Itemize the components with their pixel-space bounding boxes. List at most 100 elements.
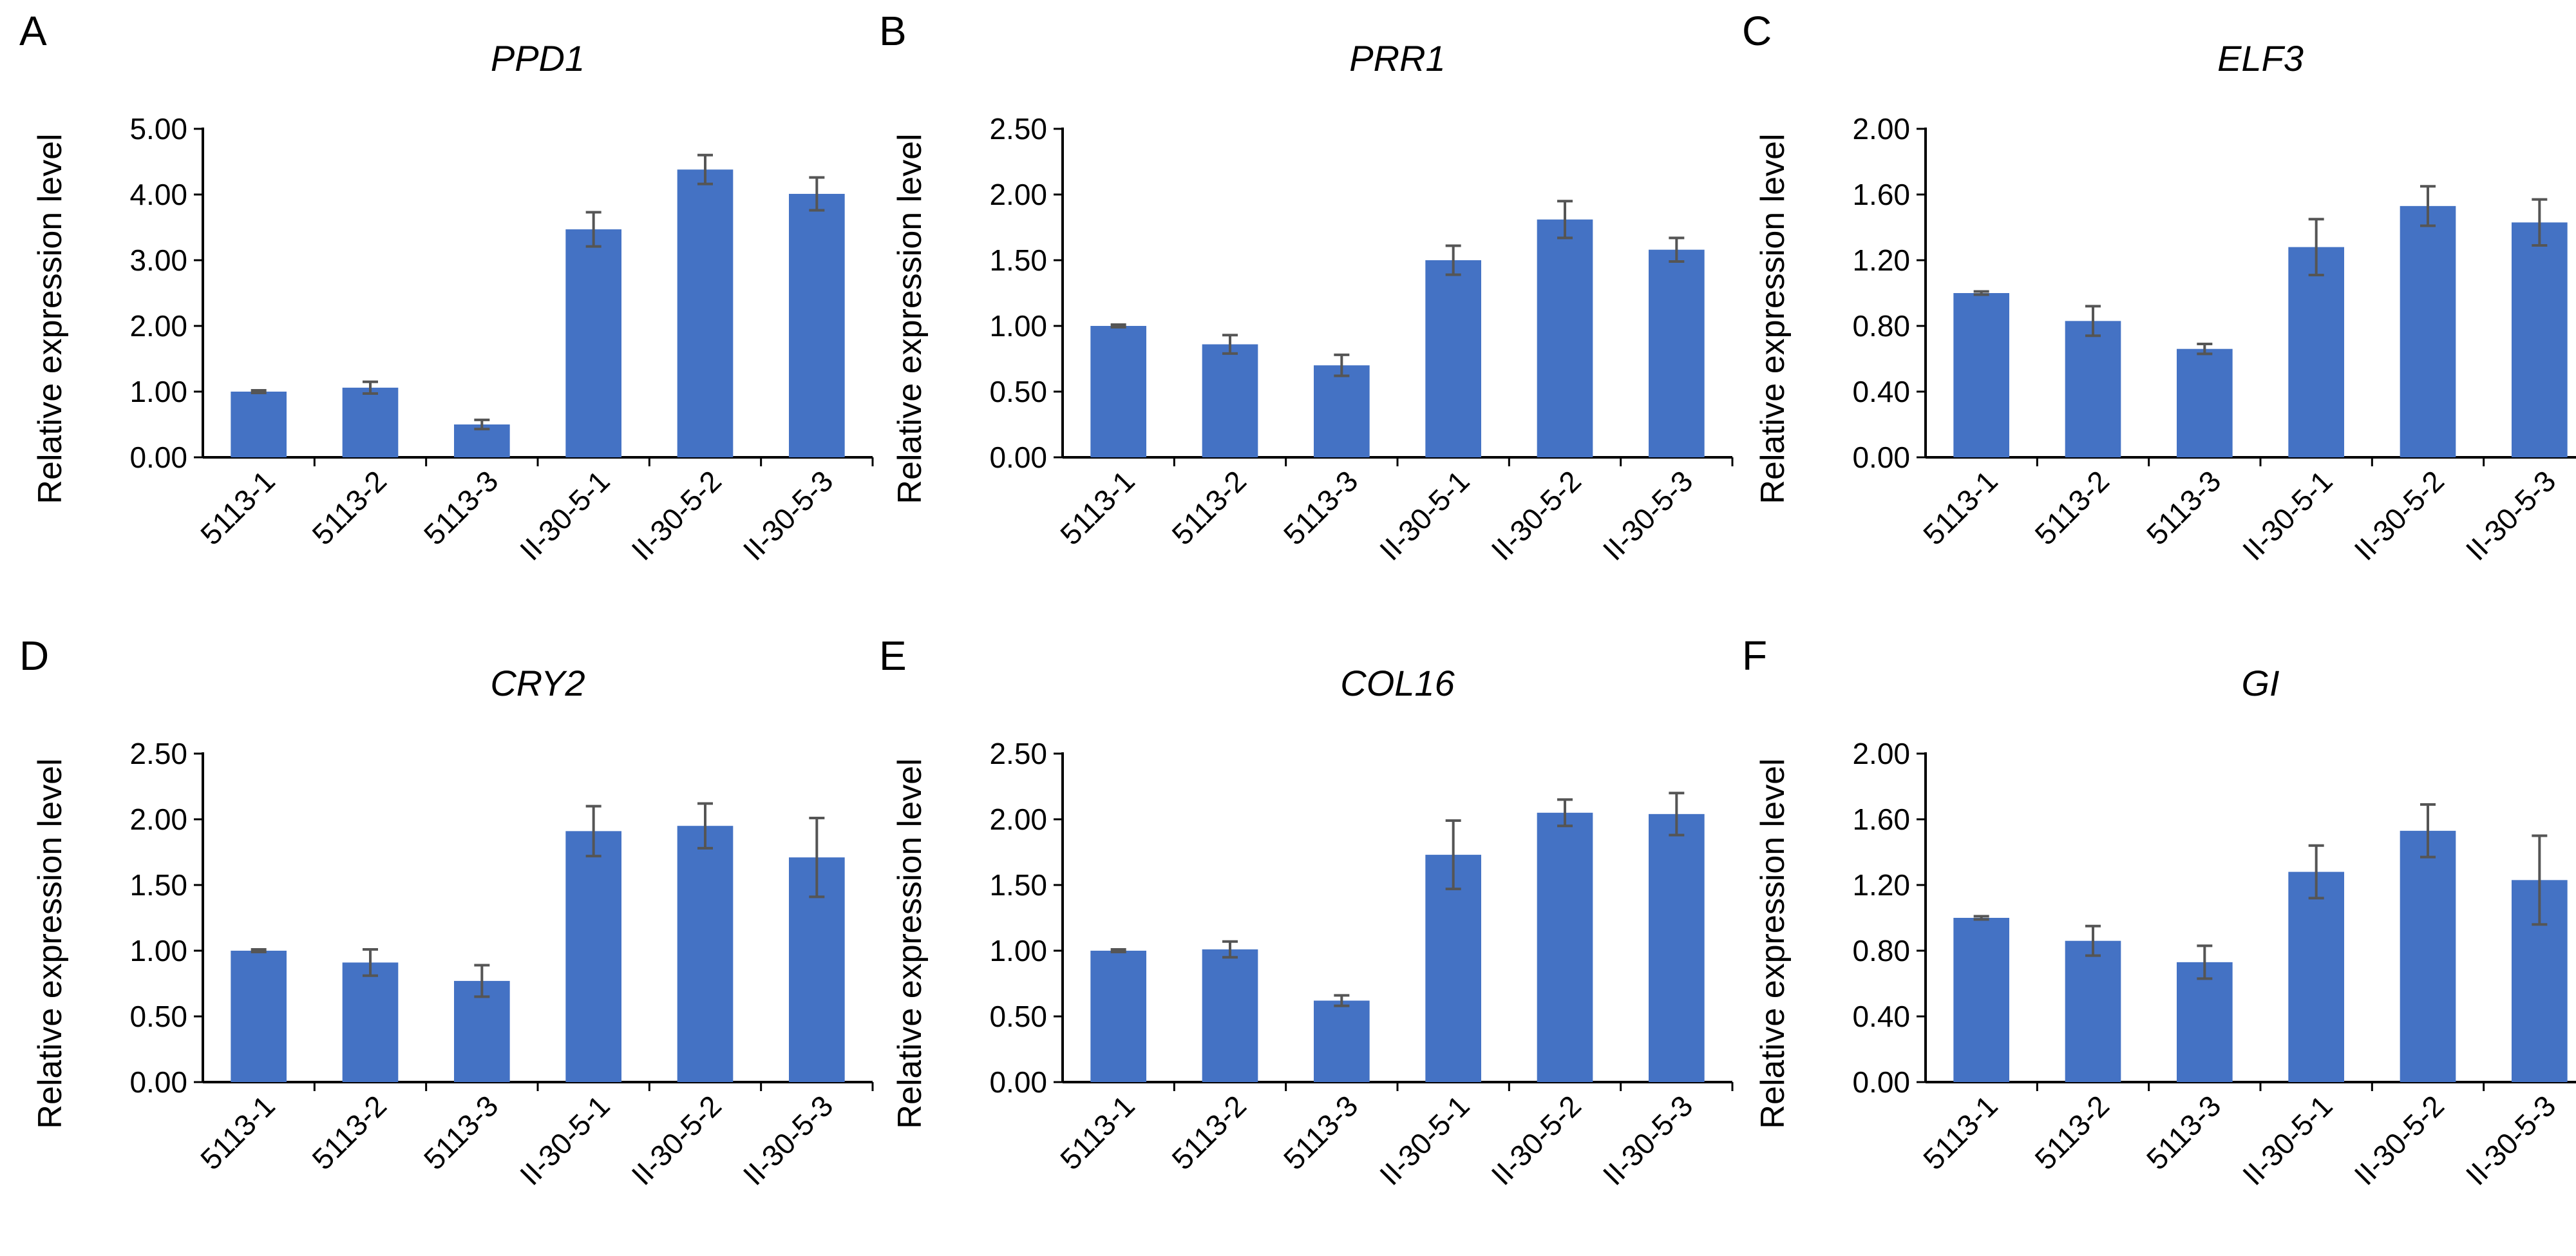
- y-tick-label: 2.00: [129, 803, 187, 836]
- bar-II-30-5-3: [789, 193, 845, 457]
- bar-5113-3: [1314, 1000, 1370, 1082]
- x-tick-label: II-30-5-3: [2459, 1089, 2562, 1192]
- x-tick-label: II-30-5-1: [1373, 464, 1476, 567]
- y-tick-label: 0.50: [989, 1000, 1047, 1033]
- x-tick-label: II-30-5-2: [2347, 1089, 2450, 1192]
- y-tick-label: 0.00: [129, 441, 187, 474]
- bar-II-30-5-1: [1425, 260, 1481, 457]
- x-tick-label: 5113-1: [1917, 1089, 2004, 1176]
- bar-5113-1: [1090, 326, 1146, 457]
- y-tick-label: 2.00: [989, 803, 1047, 836]
- bar-II-30-5-1: [565, 831, 621, 1082]
- x-tick-label: II-30-5-2: [625, 1089, 728, 1192]
- bar-II-30-5-1: [2288, 871, 2344, 1082]
- bar-II-30-5-1: [2288, 247, 2344, 457]
- x-tick-label: 5113-1: [194, 1089, 281, 1176]
- x-tick-label: II-30-5-3: [1596, 464, 1700, 567]
- panel-letter: D: [19, 633, 49, 679]
- chart-title: GI: [2241, 663, 2279, 703]
- bar-5113-3: [1314, 365, 1370, 457]
- panel-letter: E: [879, 633, 907, 679]
- panel-letter: F: [1742, 633, 1767, 679]
- y-axis-label: Relative expression level: [891, 758, 929, 1128]
- y-tick-label: 0.00: [1852, 1065, 1910, 1099]
- y-axis-label: Relative expression level: [891, 133, 929, 504]
- bar-II-30-5-1: [565, 229, 621, 457]
- x-tick-label: II-30-5-1: [513, 464, 616, 567]
- y-tick-label: 1.00: [989, 309, 1047, 343]
- x-tick-label: II-30-5-3: [737, 464, 840, 567]
- bar-5113-2: [342, 387, 399, 457]
- y-tick-label: 0.00: [129, 1065, 187, 1099]
- bar-5113-1: [231, 392, 287, 457]
- x-tick-label: 5113-3: [2140, 1089, 2228, 1176]
- bar-II-30-5-2: [1537, 812, 1593, 1082]
- y-tick-label: 0.40: [1852, 1000, 1910, 1033]
- x-tick-label: 5113-3: [1277, 1089, 1365, 1176]
- y-tick-label: 0.80: [1852, 934, 1910, 967]
- y-tick-label: 2.00: [989, 178, 1047, 211]
- x-tick-label: II-30-5-3: [737, 1089, 840, 1192]
- chart-title: COL16: [1340, 663, 1455, 703]
- x-tick-label: 5113-2: [1165, 1089, 1253, 1176]
- bar-II-30-5-2: [2400, 205, 2456, 457]
- bar-II-30-5-3: [2512, 222, 2568, 457]
- y-tick-label: 2.50: [129, 737, 187, 770]
- bar-5113-2: [1202, 344, 1258, 457]
- panel-letter: C: [1742, 8, 1772, 54]
- y-tick-label: 2.50: [989, 112, 1047, 146]
- x-tick-label: 5113-1: [1054, 1089, 1141, 1176]
- y-axis-label: Relative expression level: [32, 758, 69, 1128]
- chart-panel-b: B PRR1 Relative expression level 0.00 0.50 1.…: [879, 8, 1734, 567]
- y-tick-label: 0.80: [1852, 309, 1910, 343]
- x-tick-label: 5113-2: [2028, 464, 2116, 551]
- bar-II-30-5-2: [677, 826, 734, 1082]
- chart-panel-f: F GI Relative expression level 0.00 0.40 0.80…: [1742, 633, 2576, 1192]
- chart-panel-a: A PPD1 Relative expression level 0.00 1.00 2.…: [19, 8, 874, 567]
- x-tick-label: 5113-3: [417, 464, 505, 551]
- x-tick-label: 5113-2: [305, 464, 393, 551]
- panel-letter: A: [19, 8, 47, 54]
- y-tick-label: 0.00: [989, 1065, 1047, 1099]
- x-tick-label: 5113-2: [2028, 1089, 2116, 1176]
- chart-panel-e: E COL16 Relative expression level 0.00 0.50 1…: [879, 633, 1734, 1192]
- x-tick-label: II-30-5-1: [2236, 1089, 2339, 1192]
- y-tick-label: 1.60: [1852, 178, 1910, 211]
- x-tick-label: 5113-2: [305, 1089, 393, 1176]
- y-tick-label: 1.20: [1852, 243, 1910, 277]
- chart-panel-c: C ELF3 Relative expression level 0.00 0.40 0.…: [1742, 8, 2576, 567]
- y-axis-label: Relative expression level: [32, 133, 69, 504]
- x-tick-label: II-30-5-2: [2347, 464, 2450, 567]
- y-axis-label: Relative expression level: [1754, 133, 1792, 504]
- y-tick-label: 1.00: [989, 934, 1047, 967]
- bar-5113-1: [1953, 293, 2009, 457]
- y-tick-label: 2.50: [989, 737, 1047, 770]
- bar-II-30-5-3: [1649, 249, 1705, 457]
- x-tick-label: II-30-5-2: [1484, 1089, 1587, 1192]
- x-tick-label: II-30-5-2: [625, 464, 728, 567]
- y-tick-label: 0.50: [989, 375, 1047, 408]
- bar-5113-1: [231, 951, 287, 1082]
- x-tick-label: 5113-2: [1165, 464, 1253, 551]
- y-tick-label: 0.50: [129, 1000, 187, 1033]
- bar-II-30-5-2: [677, 169, 734, 457]
- bar-5113-3: [2177, 348, 2233, 457]
- y-axis-label: Relative expression level: [1754, 758, 1792, 1128]
- chart-title: PPD1: [491, 38, 585, 79]
- x-tick-label: II-30-5-1: [2236, 464, 2339, 567]
- x-tick-label: 5113-3: [1277, 464, 1365, 551]
- y-tick-label: 1.60: [1852, 803, 1910, 836]
- y-tick-label: 1.00: [129, 375, 187, 408]
- x-tick-label: 5113-1: [194, 464, 281, 551]
- x-tick-label: 5113-3: [417, 1089, 505, 1176]
- x-tick-label: 5113-1: [1054, 464, 1141, 551]
- chart-title: ELF3: [2217, 38, 2304, 79]
- y-tick-label: 0.00: [989, 441, 1047, 474]
- bar-5113-2: [2065, 321, 2121, 457]
- x-tick-label: II-30-5-3: [2459, 464, 2562, 567]
- chart-title: PRR1: [1349, 38, 1445, 79]
- y-tick-label: 1.50: [989, 868, 1047, 902]
- y-tick-label: 2.00: [129, 309, 187, 343]
- y-tick-label: 1.00: [129, 934, 187, 967]
- bar-5113-3: [2177, 962, 2233, 1082]
